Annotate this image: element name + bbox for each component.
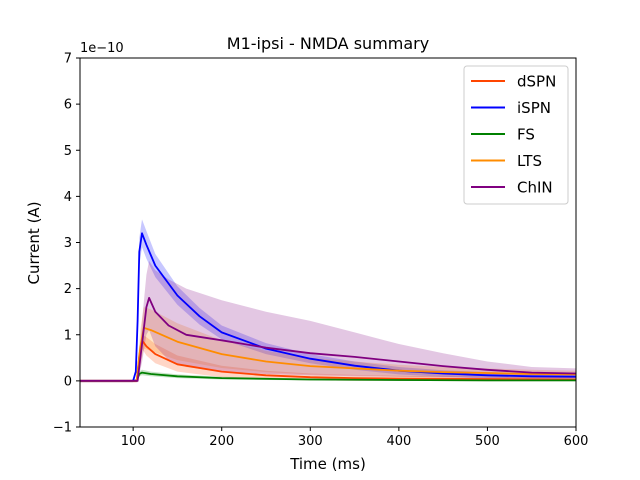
line-ispn	[80, 232, 577, 382]
y-tick-label: 1	[64, 328, 72, 343]
x-tick-label: 600	[564, 434, 589, 449]
legend-label-lts: LTS	[517, 152, 542, 170]
confidence-bands	[80, 219, 576, 383]
y-tick-label: −1	[53, 421, 72, 436]
x-tick-label: 500	[475, 434, 500, 449]
band-fs	[80, 369, 576, 382]
band-chin	[80, 260, 576, 383]
legend-label-chin: ChIN	[517, 179, 553, 197]
line-lts	[80, 326, 577, 382]
x-axis-label: Time (ms)	[289, 455, 366, 473]
x-tick-label: 300	[298, 434, 323, 449]
x-axis-ticks: 100 200 300 400 500 600	[121, 427, 589, 449]
x-tick-label: 200	[209, 434, 234, 449]
series-lines	[80, 232, 577, 382]
x-tick-label: 100	[121, 434, 146, 449]
x-tick-label: 400	[386, 434, 411, 449]
band-ispn	[80, 219, 576, 383]
y-tick-label: 3	[64, 236, 72, 251]
line-chin	[80, 296, 577, 382]
y-tick-label: 2	[64, 282, 72, 297]
band-lts	[80, 307, 576, 383]
legend-label-ispn: iSPN	[517, 99, 551, 117]
y-tick-label: 7	[64, 52, 72, 67]
y-axis-label: Current (A)	[25, 201, 43, 284]
legend: dSPN iSPN FS LTS ChIN	[463, 65, 569, 205]
legend-label-fs: FS	[517, 126, 535, 144]
y-tick-label: 4	[64, 190, 72, 205]
legend-label-dspn: dSPN	[517, 73, 556, 91]
legend-box	[463, 65, 569, 205]
y-axis-ticks: −1 0 1 2 3 4 5 6 7	[53, 52, 80, 436]
y-offset-text: 1e−10	[80, 41, 124, 56]
y-tick-label: 6	[64, 98, 72, 113]
y-tick-label: 5	[64, 144, 72, 159]
y-tick-label: 0	[64, 374, 72, 389]
band-dspn	[80, 334, 576, 383]
chart-title: M1-ipsi - NMDA summary	[227, 34, 429, 53]
